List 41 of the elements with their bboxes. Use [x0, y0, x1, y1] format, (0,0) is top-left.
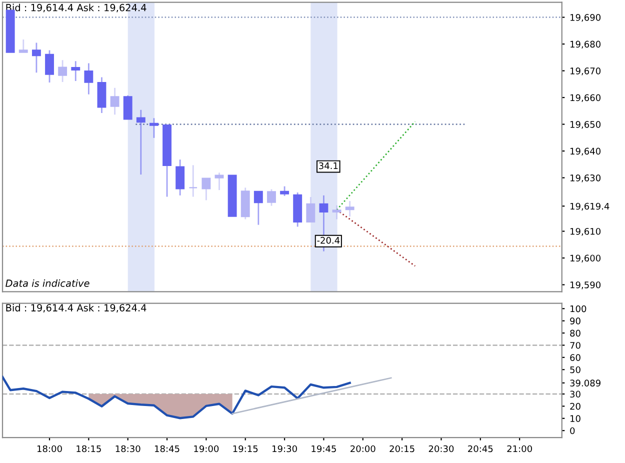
- x-tick-label: 19:15: [233, 445, 258, 452]
- y-tick-label: 30: [570, 390, 580, 398]
- y-tick-label: 10: [570, 415, 580, 422]
- candlestick: [123, 94, 132, 120]
- y-tick-label: 19,610: [570, 228, 601, 236]
- y-tick-label: 50: [570, 366, 580, 374]
- x-tick-label: 20:30: [428, 445, 454, 452]
- y-tick-label: 70: [570, 342, 580, 349]
- y-tick-label: 90: [570, 318, 580, 324]
- annotation: 34.1: [319, 162, 338, 170]
- y-tick-label: 19,660: [570, 94, 601, 102]
- y-tick-label: 19,590: [570, 281, 601, 290]
- x-tick-label: 20:45: [468, 445, 493, 452]
- x-tick-label: 21:00: [507, 445, 532, 452]
- chart-title: Bid : 19,614.4 Ask : 19,624.4: [6, 304, 146, 312]
- annotation: -20.4: [317, 236, 340, 244]
- x-tick-label: 18:30: [116, 445, 140, 452]
- y-tick-label: 19,619.4: [570, 202, 610, 211]
- y-tick-label: 19,600: [570, 254, 601, 262]
- x-tick-label: 18:00: [37, 445, 62, 452]
- y-tick-label: 100: [570, 305, 586, 312]
- line-series: [2, 376, 351, 420]
- x-tick-label: 20:00: [350, 445, 376, 452]
- y-tick-label: 19,650: [570, 121, 601, 129]
- y-tick-label: 0: [570, 427, 575, 434]
- x-tick-label: 18:45: [155, 445, 180, 452]
- annotation: Data is indicative: [6, 279, 90, 287]
- x-tick-label: 18:15: [76, 445, 101, 452]
- y-tick-label: 60: [570, 354, 580, 361]
- y-tick-label: 80: [570, 330, 580, 337]
- y-tick-label: 20: [570, 402, 580, 410]
- y-tick-label: 19,640: [570, 148, 601, 156]
- y-tick-label: 19,630: [570, 174, 601, 182]
- y-tick-label: 19,670: [570, 68, 601, 76]
- x-tick-label: 19:00: [194, 445, 219, 452]
- y-tick-label: 19,690: [570, 14, 601, 22]
- y-tick-label: 39.089: [570, 380, 600, 386]
- x-tick-label: 20:15: [390, 445, 414, 452]
- x-tick-label: 19:45: [312, 445, 336, 452]
- x-tick-label: 19:30: [272, 445, 297, 452]
- y-tick-label: 19,680: [570, 40, 601, 49]
